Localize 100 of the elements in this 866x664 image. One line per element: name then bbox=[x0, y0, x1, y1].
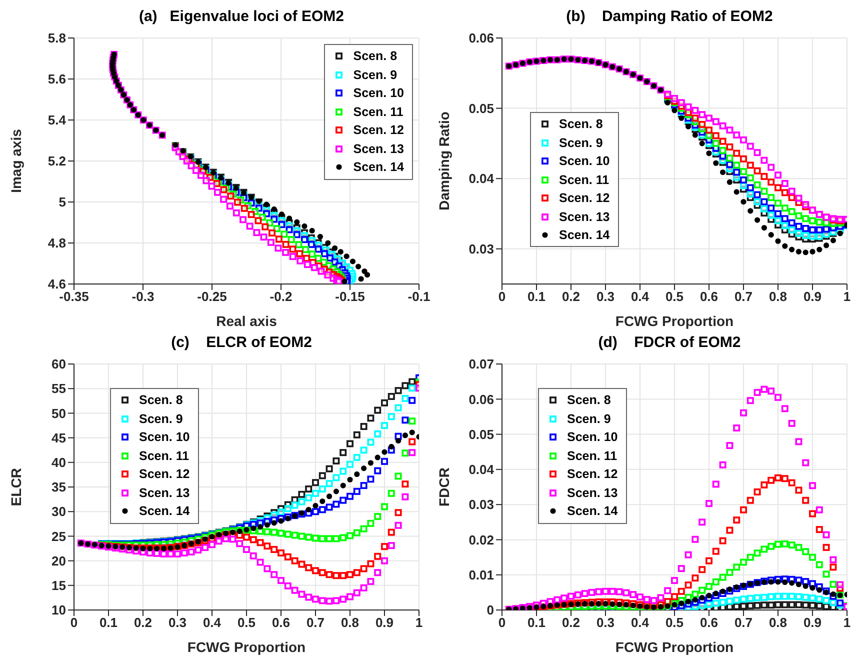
y-tick-label: 0 bbox=[486, 602, 494, 618]
y-tick-label: 0.06 bbox=[468, 392, 494, 407]
x-axis-title: FCWG Proportion bbox=[615, 313, 734, 329]
x-tick-label: 0.4 bbox=[202, 615, 222, 630]
x-tick-label: -0.2 bbox=[270, 289, 292, 304]
legend-label: Scen. 12 bbox=[139, 467, 190, 482]
y-tick-label: 15 bbox=[52, 578, 66, 594]
legend-label: Scen. 13 bbox=[559, 210, 610, 224]
x-tick-label: 0.4 bbox=[630, 289, 650, 304]
y-tick-label: 0.04 bbox=[468, 462, 495, 478]
legend-label: Scen. 8 bbox=[559, 117, 603, 132]
y-tick-label: 0.04 bbox=[468, 171, 495, 186]
y-tick-label: 10 bbox=[52, 602, 66, 618]
y-tick-label: 0.05 bbox=[468, 100, 494, 116]
y-tick-label: 0.05 bbox=[468, 426, 494, 442]
x-tick-label: 0.6 bbox=[700, 615, 718, 630]
x-tick-label: 0 bbox=[498, 289, 506, 304]
y-tick-label: 0.01 bbox=[468, 567, 494, 582]
x-tick-label: 0.5 bbox=[237, 615, 256, 630]
y-tick-label: 0.02 bbox=[468, 532, 494, 548]
x-tick-label: 0.2 bbox=[134, 615, 152, 630]
legend-label: Scen. 13 bbox=[353, 142, 404, 156]
y-tick-label: 5.2 bbox=[48, 154, 66, 169]
chart-title: (b) Damping Ratio of EOM2 bbox=[565, 8, 774, 27]
x-tick-label: 1 bbox=[843, 289, 851, 304]
x-tick-label: 1 bbox=[415, 615, 423, 630]
legend-label: Scen. 10 bbox=[353, 86, 404, 100]
y-tick-label: 55 bbox=[52, 381, 66, 396]
x-tick-label: 0.6 bbox=[272, 615, 290, 630]
y-tick-label: 20 bbox=[52, 553, 66, 568]
legend-label: Scen. 8 bbox=[567, 393, 611, 408]
y-tick-label: 50 bbox=[52, 406, 66, 421]
y-tick-label: 0.06 bbox=[468, 30, 494, 46]
legend-label: Scen. 13 bbox=[567, 486, 618, 500]
x-tick-label: 0.7 bbox=[306, 615, 325, 630]
x-tick-label: -0.35 bbox=[59, 289, 89, 304]
x-tick-label: 0.5 bbox=[665, 615, 684, 630]
legend-label: Scen. 11 bbox=[139, 448, 190, 463]
y-tick-label: 4.8 bbox=[48, 236, 66, 251]
y-axis-title: ELCR bbox=[8, 468, 24, 506]
x-tick-label: 0.2 bbox=[562, 615, 580, 630]
x-tick-label: 0.3 bbox=[596, 289, 615, 304]
legend-label: Scen. 14 bbox=[559, 228, 610, 242]
legend-label: Scen. 13 bbox=[139, 486, 190, 500]
x-tick-label: 0.3 bbox=[168, 615, 187, 630]
y-tick-label: 4.6 bbox=[48, 276, 66, 292]
y-tick-label: 5.4 bbox=[48, 112, 67, 128]
chart-title: (a) Eigenvalue loci of EOM2 bbox=[138, 8, 346, 27]
x-tick-label: 0.7 bbox=[734, 615, 753, 630]
y-tick-label: 0.03 bbox=[468, 241, 494, 256]
y-tick-label: 45 bbox=[52, 430, 66, 446]
x-tick-label: 1 bbox=[843, 615, 851, 630]
x-axis-title: Real axis bbox=[216, 313, 278, 329]
y-tick-label: 5.8 bbox=[48, 30, 66, 46]
x-tick-label: 0.9 bbox=[803, 289, 822, 304]
y-tick-label: 5.6 bbox=[48, 72, 66, 87]
x-tick-label: 0.9 bbox=[375, 615, 394, 630]
legend-label: Scen. 9 bbox=[353, 68, 398, 82]
x-tick-label: 0.1 bbox=[527, 289, 546, 304]
x-tick-label: 0.9 bbox=[803, 615, 822, 630]
legend-label: Scen. 10 bbox=[559, 154, 610, 168]
legend-label: Scen. 12 bbox=[353, 123, 404, 138]
x-tick-label: -0.1 bbox=[408, 289, 430, 304]
y-tick-label: 5 bbox=[58, 194, 66, 210]
x-tick-label: 0.8 bbox=[768, 289, 788, 304]
y-tick-label: 25 bbox=[52, 528, 66, 544]
legend-label: Scen. 9 bbox=[139, 412, 183, 426]
legend-label: Scen. 14 bbox=[353, 160, 404, 174]
y-tick-label: 0.07 bbox=[468, 356, 494, 372]
y-tick-label: 60 bbox=[52, 356, 66, 372]
legend-label: Scen. 14 bbox=[567, 504, 618, 518]
x-tick-label: 0.5 bbox=[665, 289, 684, 304]
y-axis-title: Damping Ratio bbox=[436, 112, 452, 210]
x-tick-label: 0 bbox=[498, 615, 506, 630]
y-axis-title: Imag axis bbox=[8, 128, 24, 193]
legend-label: Scen. 14 bbox=[139, 504, 190, 518]
chart-title: (c) ELCR of EOM2 bbox=[170, 334, 313, 353]
x-tick-label: 0.3 bbox=[596, 615, 615, 630]
legend-label: Scen. 8 bbox=[139, 393, 183, 408]
legend-label: Scen. 9 bbox=[567, 412, 611, 426]
y-tick-label: 30 bbox=[52, 504, 66, 520]
x-tick-label: 0.8 bbox=[340, 615, 360, 630]
x-tick-label: -0.3 bbox=[132, 289, 154, 304]
x-tick-label: 0.7 bbox=[734, 289, 753, 304]
x-tick-label: 0.4 bbox=[630, 615, 650, 630]
legend-label: Scen. 11 bbox=[567, 448, 618, 463]
legend-label: Scen. 8 bbox=[353, 49, 398, 64]
legend-label: Scen. 10 bbox=[139, 430, 190, 444]
x-axis-title: FCWG Proportion bbox=[187, 639, 306, 655]
legend-label: Scen. 11 bbox=[559, 172, 610, 187]
legend-label: Scen. 12 bbox=[559, 191, 610, 206]
x-axis-title: FCWG Proportion bbox=[615, 639, 734, 655]
y-axis-title: FDCR bbox=[436, 468, 452, 506]
y-tick-label: 40 bbox=[52, 455, 66, 470]
chart-title: (d) FDCR of EOM2 bbox=[597, 334, 742, 353]
x-tick-label: 0.1 bbox=[527, 615, 546, 630]
x-tick-label: 0 bbox=[70, 615, 78, 630]
x-tick-label: -0.25 bbox=[197, 289, 227, 304]
legend-label: Scen. 9 bbox=[559, 136, 603, 150]
legend-label: Scen. 12 bbox=[567, 467, 618, 482]
